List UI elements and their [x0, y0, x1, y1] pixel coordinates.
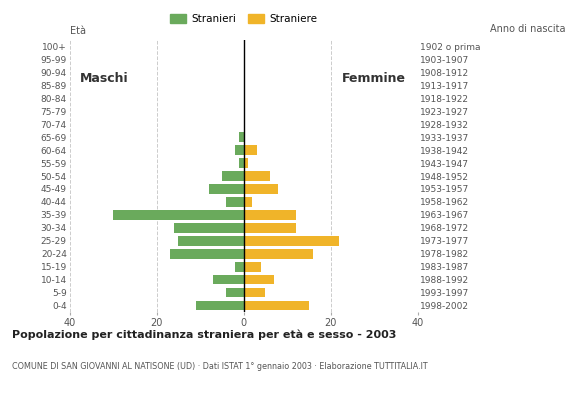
Text: Anno di nascita: Anno di nascita	[490, 24, 566, 34]
Bar	[244, 301, 309, 310]
Bar	[239, 132, 244, 142]
Text: Popolazione per cittadinanza straniera per età e sesso - 2003: Popolazione per cittadinanza straniera p…	[12, 330, 396, 340]
Bar	[174, 223, 244, 233]
Bar	[244, 236, 339, 246]
Bar	[213, 275, 244, 284]
Bar	[244, 210, 296, 220]
Bar	[196, 301, 244, 310]
Text: Età: Età	[70, 26, 86, 36]
Bar	[235, 145, 244, 155]
Bar	[244, 171, 270, 181]
Bar	[244, 223, 296, 233]
Bar	[244, 249, 313, 258]
Legend: Stranieri, Straniere: Stranieri, Straniere	[170, 14, 317, 24]
Bar	[169, 249, 244, 258]
Bar	[239, 158, 244, 168]
Bar	[244, 262, 261, 272]
Bar	[178, 236, 244, 246]
Text: COMUNE DI SAN GIOVANNI AL NATISONE (UD) · Dati ISTAT 1° gennaio 2003 · Elaborazi: COMUNE DI SAN GIOVANNI AL NATISONE (UD) …	[12, 362, 427, 371]
Bar	[209, 184, 244, 194]
Bar	[244, 197, 252, 207]
Bar	[244, 145, 256, 155]
Bar	[226, 197, 244, 207]
Bar	[244, 158, 248, 168]
Text: Maschi: Maschi	[80, 72, 129, 85]
Bar	[226, 288, 244, 298]
Bar	[244, 288, 266, 298]
Bar	[113, 210, 244, 220]
Bar	[222, 171, 244, 181]
Bar	[244, 184, 278, 194]
Text: Femmine: Femmine	[342, 72, 406, 85]
Bar	[235, 262, 244, 272]
Bar	[244, 275, 274, 284]
